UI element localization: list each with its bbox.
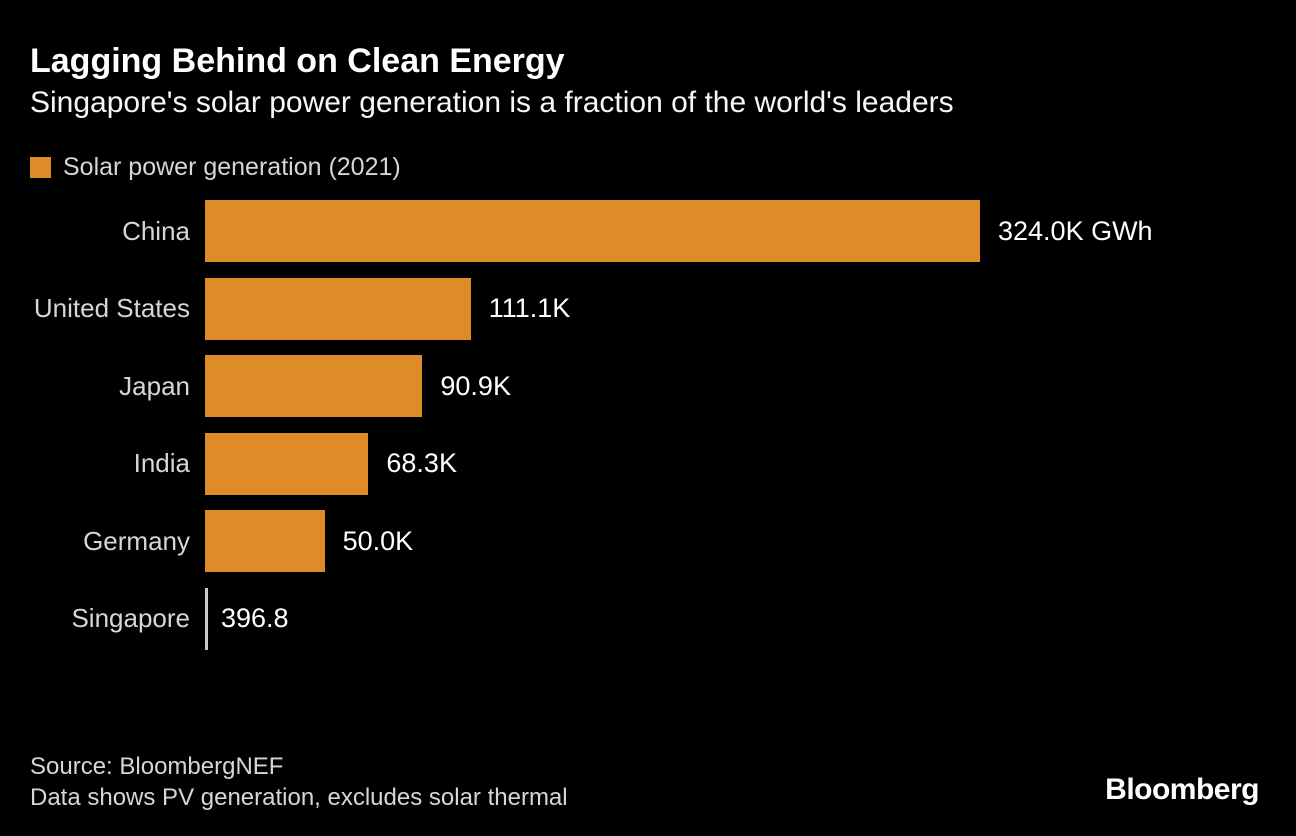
value-label: 324.0K GWh: [998, 215, 1153, 246]
chart-subtitle: Singapore's solar power generation is a …: [30, 86, 954, 119]
bar: [205, 587, 208, 650]
note-line: Data shows PV generation, excludes solar…: [30, 784, 568, 811]
bar-row: Germany 50.0K: [30, 510, 1266, 573]
category-label: Germany: [83, 525, 190, 556]
legend-swatch-icon: [30, 157, 51, 178]
bar-row: Japan 90.9K: [30, 355, 1266, 418]
category-label: China: [122, 215, 190, 246]
bar-row: Singapore 396.8: [30, 587, 1266, 650]
bar: [205, 510, 325, 573]
bar: [205, 432, 369, 495]
category-label: Singapore: [71, 603, 190, 634]
chart-title: Lagging Behind on Clean Energy: [30, 42, 565, 80]
bar-row: China 324.0K GWh: [30, 200, 1266, 262]
bloomberg-logo: Bloomberg: [1105, 773, 1259, 806]
source-line: Source: BloombergNEF: [30, 753, 284, 780]
source-note: Source: BloombergNEF Data shows PV gener…: [30, 751, 568, 813]
bar: [205, 355, 423, 418]
bar-row: United States 111.1K: [30, 277, 1266, 340]
category-label: India: [133, 448, 190, 479]
value-label: 50.0K: [342, 525, 414, 556]
bar-row: India 68.3K: [30, 432, 1266, 495]
bar: [205, 277, 471, 340]
legend: Solar power generation (2021): [30, 153, 401, 182]
value-label: 396.8: [221, 603, 289, 634]
bar-chart: China 324.0K GWh United States 111.1K Ja…: [30, 200, 1266, 650]
category-label: United States: [33, 293, 190, 324]
legend-label: Solar power generation (2021): [63, 153, 401, 181]
value-label: 111.1K: [488, 293, 571, 324]
value-label: 68.3K: [386, 448, 457, 479]
bar: [205, 200, 980, 262]
value-label: 90.9K: [440, 370, 511, 401]
category-label: Japan: [119, 370, 190, 401]
